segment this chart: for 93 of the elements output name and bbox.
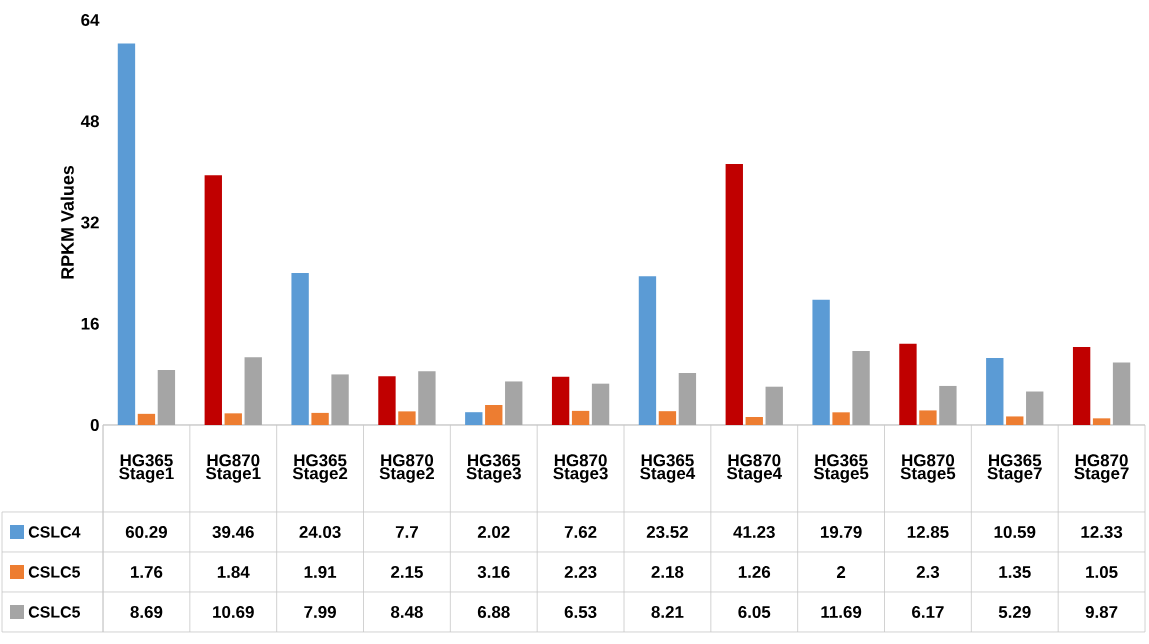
data-label: 2.02 <box>477 525 510 538</box>
y-tick-label: 32 <box>81 216 99 229</box>
data-label: 1.76 <box>131 565 163 578</box>
bar <box>658 411 677 425</box>
bar <box>1006 416 1024 425</box>
data-label: 24.03 <box>299 525 341 538</box>
bar <box>465 412 483 425</box>
x-tick-label: HG365 Stage2 <box>292 454 348 483</box>
bar <box>725 164 743 425</box>
bar <box>765 386 783 425</box>
data-label: 6.88 <box>477 605 510 618</box>
data-label: 12.85 <box>907 525 949 538</box>
bar <box>418 371 436 425</box>
x-tick-label: HG870 Stage3 <box>553 454 608 483</box>
bar <box>745 417 763 425</box>
data-label: 19.79 <box>820 525 862 538</box>
data-label: 6.53 <box>564 605 597 618</box>
y-tick-label: 64 <box>81 13 100 26</box>
data-label: 8.48 <box>390 605 423 618</box>
data-label: 1.26 <box>738 565 771 578</box>
bar <box>899 343 917 425</box>
data-label: 1.05 <box>1086 565 1118 578</box>
data-label: 2.15 <box>391 565 423 578</box>
data-label: 7.7 <box>395 526 418 538</box>
data-label: 5.29 <box>998 605 1031 618</box>
data-label: 12.33 <box>1081 525 1123 538</box>
data-label: 1.84 <box>217 565 250 578</box>
bar <box>291 272 309 425</box>
bar <box>852 351 870 425</box>
x-tick-label: HG365 Stage3 <box>466 454 521 483</box>
data-label: 2.18 <box>651 565 684 578</box>
data-label: 2.3 <box>916 565 940 578</box>
data-label: 7.99 <box>304 605 336 618</box>
bar <box>812 299 830 425</box>
x-tick-label: HG870 Stage7 <box>1074 454 1129 483</box>
bar <box>137 413 156 425</box>
y-tick-label: 48 <box>80 115 99 128</box>
bar <box>505 381 523 425</box>
x-tick-label: HG870 Stage2 <box>379 454 435 483</box>
bar <box>1112 362 1131 425</box>
bar <box>204 175 222 425</box>
x-tick-label: HG365 Stage4 <box>640 454 696 483</box>
bar <box>1026 391 1044 425</box>
data-label: 10.69 <box>213 605 254 618</box>
data-label: 11.69 <box>821 605 862 618</box>
data-label: 2.23 <box>564 565 597 578</box>
data-label: 6.05 <box>738 605 771 618</box>
bar <box>551 376 570 425</box>
y-axis-title: RPKM Values <box>60 165 74 279</box>
bar <box>224 413 242 425</box>
data-label: 9.87 <box>1085 605 1118 618</box>
bar <box>832 412 850 425</box>
bar <box>939 385 957 425</box>
data-label: 8.21 <box>651 605 684 618</box>
bar <box>571 410 590 425</box>
x-tick-label: HG870 Stage5 <box>900 454 956 483</box>
data-label: 60.29 <box>125 525 167 538</box>
data-label: 7.62 <box>564 525 597 538</box>
data-label: 41.23 <box>733 525 775 538</box>
bar <box>638 276 657 425</box>
x-tick-label: HG365 Stage7 <box>987 454 1042 483</box>
legend-label: CSLC5 <box>28 606 81 618</box>
y-tick-label: 0 <box>90 418 99 431</box>
bar <box>331 374 349 425</box>
data-label: 1.91 <box>304 565 337 578</box>
x-tick-label: HG870 Stage1 <box>205 454 261 483</box>
data-label: 10.59 <box>994 525 1036 538</box>
bar <box>986 357 1004 425</box>
bar <box>1072 346 1091 425</box>
bar <box>311 412 329 425</box>
bar <box>244 357 262 425</box>
legend-label: CSLC4 <box>28 526 81 538</box>
legend-label: CSLC5 <box>28 566 81 578</box>
x-tick-label: HG870 Stage4 <box>726 454 782 483</box>
data-label: 8.69 <box>130 605 163 618</box>
bar <box>378 376 396 425</box>
bar <box>919 410 937 425</box>
data-label: 6.17 <box>912 605 944 618</box>
data-label: 3.16 <box>477 565 510 578</box>
data-label: 39.46 <box>212 525 254 538</box>
bar <box>117 43 136 425</box>
y-tick-label: 16 <box>81 317 99 330</box>
data-label: 23.52 <box>646 525 688 538</box>
data-label: 2 <box>836 566 846 578</box>
x-tick-label: HG365 Stage1 <box>119 454 174 483</box>
bar <box>1092 418 1111 425</box>
bar <box>485 404 503 425</box>
x-tick-label: HG365 Stage5 <box>813 454 869 483</box>
bar <box>398 411 416 425</box>
bar <box>678 373 697 425</box>
data-label: 1.35 <box>999 565 1031 578</box>
bar <box>591 383 610 425</box>
bar <box>157 369 176 425</box>
